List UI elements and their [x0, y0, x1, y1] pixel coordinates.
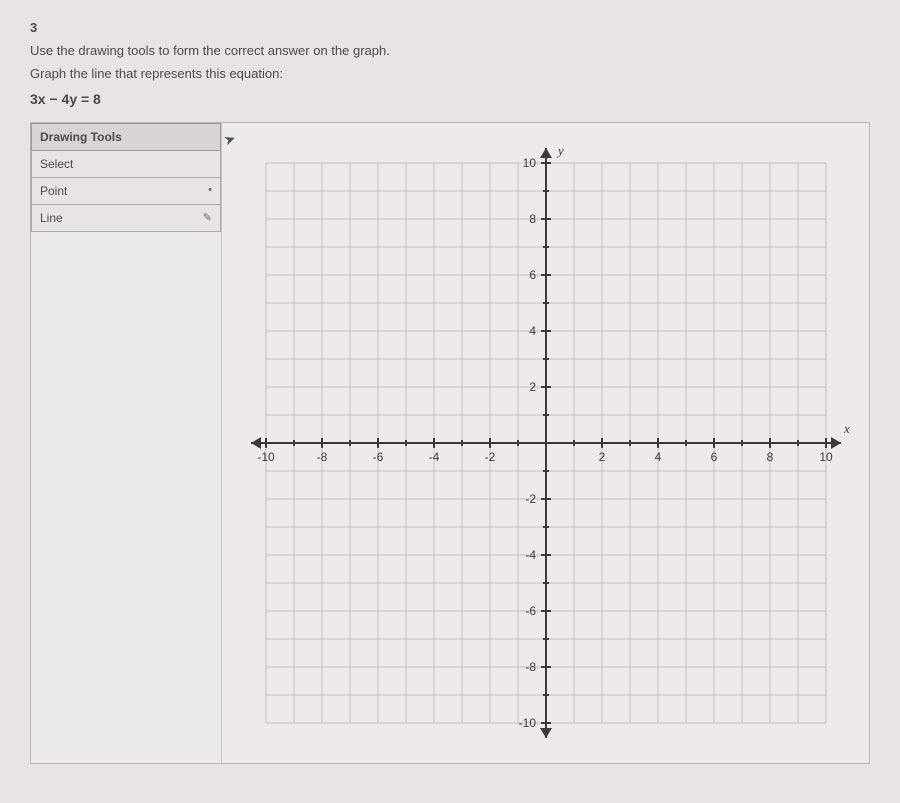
svg-text:-4: -4	[428, 450, 439, 464]
svg-text:-6: -6	[525, 604, 536, 618]
instruction-2: Graph the line that represents this equa…	[30, 66, 870, 81]
svg-text:4: 4	[529, 324, 536, 338]
svg-text:2: 2	[598, 450, 605, 464]
instruction-1: Use the drawing tools to form the correc…	[30, 43, 870, 58]
tool-line[interactable]: Line ✎	[32, 205, 221, 232]
svg-text:x: x	[843, 421, 850, 436]
graph-area[interactable]: ➤ -10-8-6-4-2246810-10-8-6-4-2246810yx	[222, 123, 869, 763]
tool-point-icon: •	[208, 184, 212, 196]
svg-text:-2: -2	[484, 450, 495, 464]
svg-text:y: y	[556, 143, 564, 158]
svg-text:10: 10	[819, 450, 833, 464]
coordinate-graph[interactable]: -10 -8 -6 -4 -2 2 4 6 8 10 -10 -8 -6 -4 -2 2 4 6 8 10 y x	[236, 133, 856, 753]
tool-point-label: Point	[40, 184, 67, 198]
svg-text:8: 8	[766, 450, 773, 464]
svg-text:-10: -10	[257, 450, 275, 464]
main-panel: Drawing Tools Select Point • Line ✎	[30, 122, 870, 764]
tool-point[interactable]: Point •	[32, 178, 221, 205]
svg-text:-8: -8	[525, 660, 536, 674]
svg-text:6: 6	[529, 268, 536, 282]
svg-text:-8: -8	[316, 450, 327, 464]
tool-select-label: Select	[40, 157, 73, 171]
svg-text:-2: -2	[525, 492, 536, 506]
tool-line-label: Line	[40, 211, 63, 225]
svg-text:8: 8	[529, 212, 536, 226]
svg-text:6: 6	[710, 450, 717, 464]
svg-text:-4: -4	[525, 548, 536, 562]
tools-panel: Drawing Tools Select Point • Line ✎	[31, 123, 222, 763]
svg-text:-10: -10	[518, 716, 536, 730]
tool-select[interactable]: Select	[32, 151, 221, 178]
equation: 3x − 4y = 8	[30, 91, 870, 107]
tools-header: Drawing Tools	[32, 124, 221, 151]
question-number: 3	[30, 20, 870, 35]
svg-text:-6: -6	[372, 450, 383, 464]
tool-line-icon: ✎	[203, 211, 212, 224]
svg-text:2: 2	[529, 380, 536, 394]
svg-text:10: 10	[522, 156, 536, 170]
tools-table: Drawing Tools Select Point • Line ✎	[31, 123, 221, 232]
svg-text:4: 4	[654, 450, 661, 464]
